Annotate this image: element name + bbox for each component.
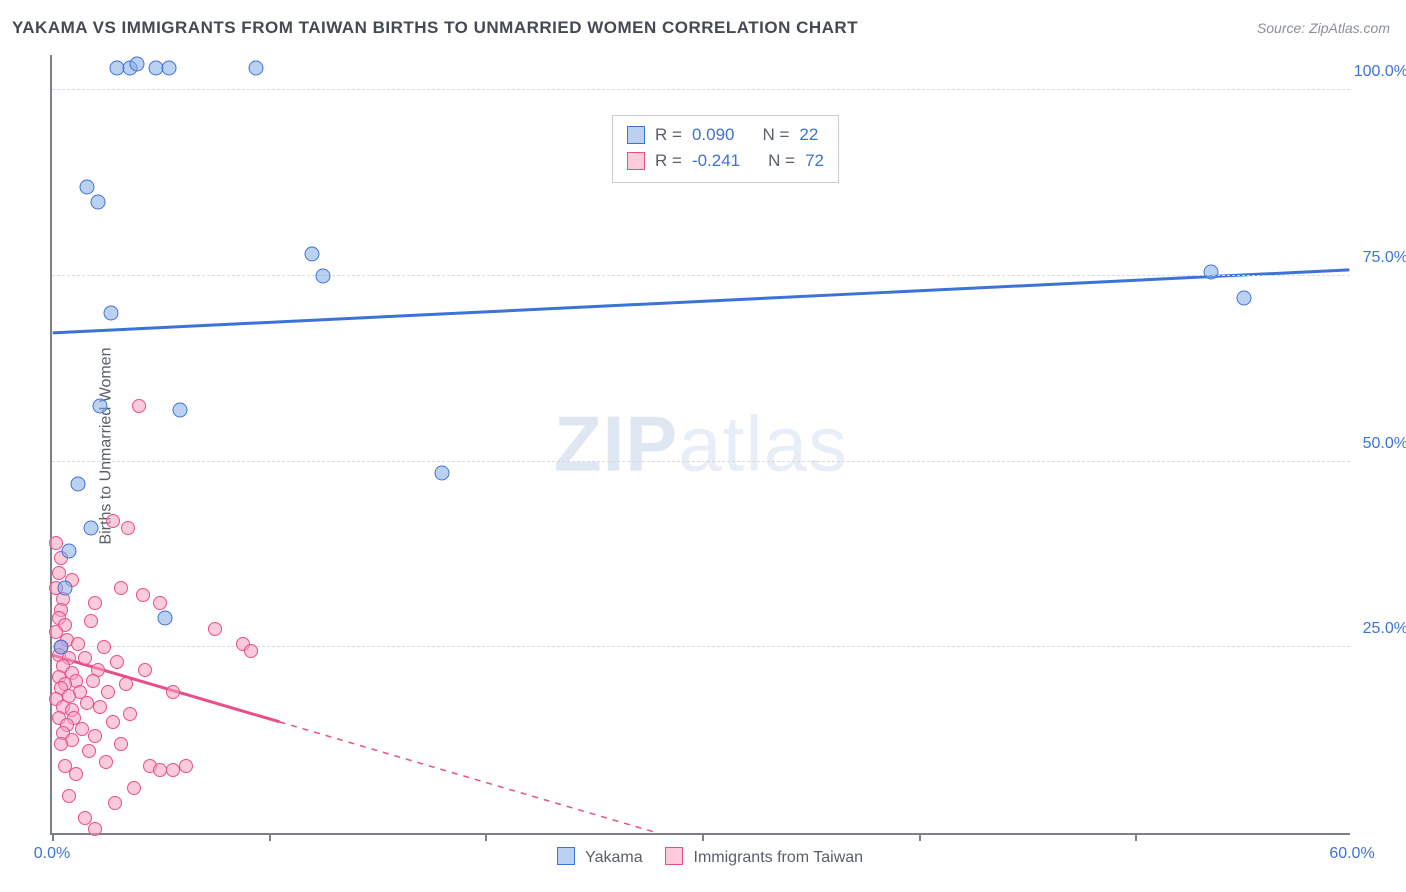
point-taiwan <box>132 399 146 413</box>
xtick <box>485 833 487 841</box>
gridline <box>52 461 1350 462</box>
ytick-label: 75.0% <box>1363 249 1406 267</box>
point-taiwan <box>123 707 137 721</box>
xtick-label-left: 0.0% <box>34 845 70 863</box>
point-yakama <box>84 521 99 536</box>
point-taiwan <box>136 588 150 602</box>
point-yakama <box>1236 291 1251 306</box>
point-taiwan <box>88 596 102 610</box>
xtick <box>702 833 704 841</box>
point-taiwan <box>121 521 135 535</box>
point-taiwan <box>244 644 258 658</box>
point-taiwan <box>179 759 193 773</box>
point-taiwan <box>114 581 128 595</box>
swatch-pink-icon-2 <box>665 847 683 865</box>
ytick-label: 50.0% <box>1363 435 1406 453</box>
swatch-blue-icon-2 <box>557 847 575 865</box>
xtick <box>52 833 54 841</box>
source-attribution: Source: ZipAtlas.com <box>1257 20 1390 36</box>
point-taiwan <box>138 663 152 677</box>
xtick <box>919 833 921 841</box>
xtick-label-right: 60.0% <box>1329 845 1374 863</box>
point-yakama <box>162 60 177 75</box>
trend-line <box>280 722 658 833</box>
xtick <box>1135 833 1137 841</box>
point-taiwan <box>208 622 222 636</box>
legend-label-taiwan: Immigrants from Taiwan <box>694 849 864 866</box>
ytick-label: 100.0% <box>1354 63 1406 81</box>
point-taiwan <box>71 637 85 651</box>
point-taiwan <box>166 763 180 777</box>
series-legend: Yakama Immigrants from Taiwan <box>52 847 1350 867</box>
point-yakama <box>435 465 450 480</box>
point-taiwan <box>101 685 115 699</box>
gridline <box>52 275 1350 276</box>
point-taiwan <box>78 811 92 825</box>
point-yakama <box>71 476 86 491</box>
point-yakama <box>305 246 320 261</box>
point-taiwan <box>54 737 68 751</box>
point-yakama <box>157 610 172 625</box>
point-taiwan <box>108 796 122 810</box>
point-taiwan <box>127 781 141 795</box>
point-taiwan <box>62 789 76 803</box>
point-taiwan <box>106 514 120 528</box>
point-yakama <box>315 268 330 283</box>
point-yakama <box>103 306 118 321</box>
ytick-label: 25.0% <box>1363 620 1406 638</box>
point-taiwan <box>84 614 98 628</box>
point-yakama <box>79 179 94 194</box>
point-taiwan <box>69 767 83 781</box>
point-yakama <box>248 60 263 75</box>
point-yakama <box>92 398 107 413</box>
point-yakama <box>53 640 68 655</box>
point-yakama <box>172 402 187 417</box>
point-taiwan <box>52 566 66 580</box>
gridline <box>52 89 1350 90</box>
xtick <box>269 833 271 841</box>
point-taiwan <box>88 729 102 743</box>
point-yakama <box>129 57 144 72</box>
chart-container: YAKAMA VS IMMIGRANTS FROM TAIWAN BIRTHS … <box>0 0 1406 892</box>
point-taiwan <box>97 640 111 654</box>
point-yakama <box>58 580 73 595</box>
trend-line <box>53 270 1350 333</box>
point-taiwan <box>153 763 167 777</box>
trend-lines-svg <box>52 55 1350 833</box>
point-taiwan <box>114 737 128 751</box>
point-yakama <box>62 543 77 558</box>
point-taiwan <box>88 822 102 836</box>
point-taiwan <box>110 655 124 669</box>
point-taiwan <box>106 715 120 729</box>
point-yakama <box>90 194 105 209</box>
point-taiwan <box>166 685 180 699</box>
point-yakama <box>1204 265 1219 280</box>
point-taiwan <box>93 700 107 714</box>
chart-title: YAKAMA VS IMMIGRANTS FROM TAIWAN BIRTHS … <box>12 18 858 38</box>
point-taiwan <box>86 674 100 688</box>
plot-area: ZIPatlas R = 0.090 N = 22 R = -0.241 N =… <box>50 55 1350 835</box>
point-taiwan <box>75 722 89 736</box>
point-taiwan <box>82 744 96 758</box>
point-taiwan <box>153 596 167 610</box>
legend-label-yakama: Yakama <box>585 849 643 866</box>
point-taiwan <box>99 755 113 769</box>
point-taiwan <box>119 677 133 691</box>
point-taiwan <box>78 651 92 665</box>
point-taiwan <box>80 696 94 710</box>
